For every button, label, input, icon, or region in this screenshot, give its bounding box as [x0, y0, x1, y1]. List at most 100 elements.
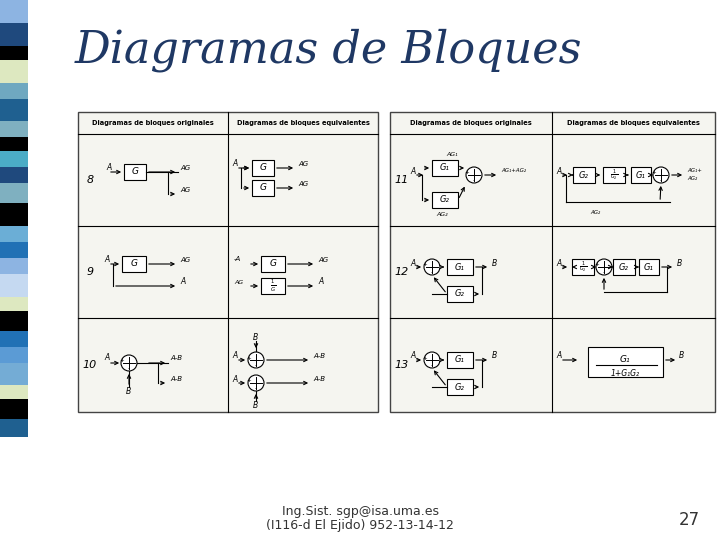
Text: AG: AG	[180, 257, 190, 263]
FancyBboxPatch shape	[631, 167, 651, 183]
Bar	[0, 242, 28, 258]
Text: AG: AG	[298, 161, 308, 167]
Bar	[0, 297, 28, 311]
FancyBboxPatch shape	[572, 259, 594, 275]
Text: +: +	[120, 359, 125, 363]
Text: Diagramas de Bloques: Diagramas de Bloques	[75, 28, 582, 72]
Bar	[0, 46, 28, 60]
Bar	[0, 363, 28, 385]
Bar	[0, 137, 28, 151]
Bar	[0, 226, 28, 242]
Bar	[0, 311, 28, 331]
Text: AG: AG	[298, 181, 308, 187]
Bar	[0, 121, 28, 137]
Text: AG₁: AG₁	[446, 152, 458, 157]
Text: G: G	[259, 184, 266, 192]
Text: G₁: G₁	[455, 355, 465, 364]
Text: 13: 13	[395, 360, 409, 370]
Bar	[0, 23, 28, 46]
Text: G₁: G₁	[440, 164, 450, 172]
Text: 1+G₁G₂: 1+G₁G₂	[611, 368, 639, 377]
FancyBboxPatch shape	[447, 379, 473, 395]
FancyBboxPatch shape	[573, 167, 595, 183]
Text: +: +	[247, 379, 251, 383]
Text: AG₂: AG₂	[436, 212, 448, 217]
Bar	[78, 112, 378, 412]
Text: G₁: G₁	[644, 262, 654, 272]
Bar	[0, 83, 28, 99]
Bar	[0, 331, 28, 347]
Text: AG₁+: AG₁+	[687, 167, 702, 172]
Text: 8: 8	[86, 175, 94, 185]
FancyBboxPatch shape	[252, 160, 274, 176]
Text: +: +	[595, 262, 599, 267]
Bar	[0, 258, 28, 274]
Text: G₁: G₁	[620, 354, 630, 363]
Bar	[0, 385, 28, 399]
FancyBboxPatch shape	[447, 352, 473, 368]
Text: B: B	[253, 333, 258, 341]
Text: G₂: G₂	[440, 195, 450, 205]
Text: AG₁+AG₂: AG₁+AG₂	[501, 168, 526, 173]
Circle shape	[424, 259, 440, 275]
Text: G: G	[259, 164, 266, 172]
Bar	[0, 151, 28, 167]
Text: B: B	[679, 352, 684, 361]
Text: $\frac{1}{G}$: $\frac{1}{G}$	[270, 278, 276, 294]
Text: +: +	[423, 262, 428, 267]
Text: Diagramas de bloques originales: Diagramas de bloques originales	[410, 120, 532, 126]
Circle shape	[248, 375, 264, 391]
Text: 9: 9	[86, 267, 94, 277]
Text: B: B	[253, 401, 258, 409]
Text: G₂: G₂	[619, 262, 629, 272]
Text: Diagramas de bloques equivalentes: Diagramas de bloques equivalentes	[567, 120, 699, 126]
Bar	[0, 203, 28, 226]
FancyBboxPatch shape	[124, 164, 146, 180]
Text: G: G	[130, 260, 138, 268]
Text: A: A	[180, 278, 185, 287]
Bar	[0, 167, 28, 183]
Text: Diagramas de bloques originales: Diagramas de bloques originales	[92, 120, 214, 126]
Text: B: B	[126, 387, 131, 395]
Text: B: B	[492, 259, 498, 267]
Text: A: A	[556, 166, 562, 176]
Text: -A: -A	[234, 256, 241, 262]
FancyBboxPatch shape	[432, 160, 458, 176]
Bar	[0, 0, 28, 23]
FancyBboxPatch shape	[252, 180, 274, 196]
Text: G₁: G₁	[636, 171, 646, 179]
Text: A: A	[104, 254, 109, 264]
Text: 10: 10	[83, 360, 97, 370]
Text: A-B: A-B	[170, 376, 182, 382]
Text: AG₂: AG₂	[687, 176, 697, 180]
Text: A: A	[232, 159, 238, 167]
Circle shape	[596, 259, 612, 275]
Bar	[0, 183, 28, 203]
Text: G₂: G₂	[455, 289, 465, 299]
FancyBboxPatch shape	[447, 286, 473, 302]
Text: G₂: G₂	[579, 171, 589, 179]
Bar	[390, 112, 715, 412]
Text: AG: AG	[180, 187, 190, 193]
FancyBboxPatch shape	[122, 256, 146, 272]
FancyBboxPatch shape	[588, 347, 663, 377]
Bar	[0, 347, 28, 363]
Circle shape	[248, 352, 264, 368]
Text: A: A	[318, 278, 323, 287]
Text: G₁: G₁	[455, 262, 465, 272]
FancyBboxPatch shape	[639, 259, 659, 275]
Text: AG: AG	[234, 280, 243, 285]
Text: A: A	[410, 259, 415, 267]
FancyBboxPatch shape	[603, 167, 625, 183]
Text: A: A	[556, 352, 562, 361]
Text: A: A	[410, 352, 415, 361]
Text: -: -	[128, 367, 130, 372]
Text: G: G	[269, 260, 276, 268]
FancyBboxPatch shape	[261, 278, 285, 294]
Text: B: B	[492, 352, 498, 361]
Text: A: A	[232, 375, 238, 383]
Text: -: -	[660, 179, 662, 184]
Text: AG: AG	[318, 257, 328, 263]
Text: (I116-d El Ejido) 952-13-14-12: (I116-d El Ejido) 952-13-14-12	[266, 519, 454, 532]
Text: -: -	[255, 363, 257, 368]
